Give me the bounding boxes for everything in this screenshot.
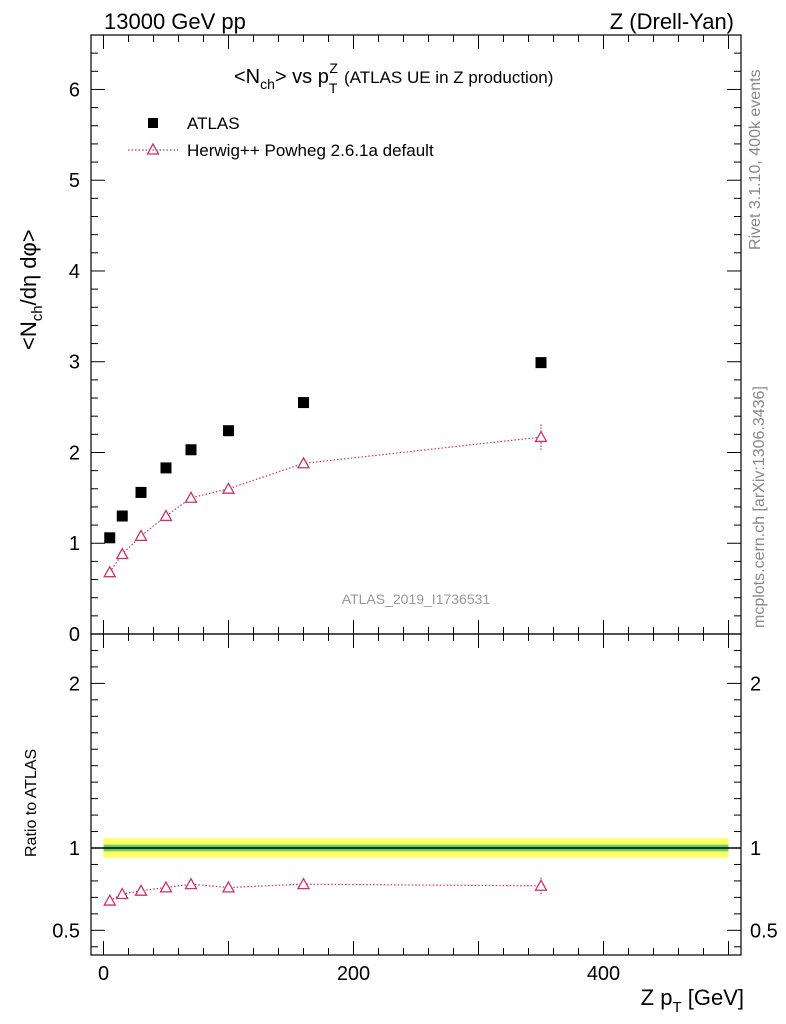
mc-point	[134, 529, 148, 542]
ratio-mc-point	[159, 880, 173, 893]
atlas-point	[116, 510, 128, 522]
ratio-mc-point	[134, 883, 148, 896]
main-y-tick-label: 6	[69, 79, 80, 101]
ratio-y-tick-label-right: 2	[750, 673, 761, 695]
x-tick-label: 200	[337, 963, 370, 985]
main-y-tick-label: 4	[69, 261, 80, 283]
ratio-y-tick-label: 2	[69, 673, 80, 695]
atlas-point	[135, 486, 147, 498]
ratio-mc-point	[184, 877, 198, 890]
mc-point	[296, 456, 311, 469]
mc-point	[534, 430, 548, 443]
source-label: mcplots.cern.ch [arXiv:1306.3436]	[751, 386, 768, 628]
ratio-y-tick-label-right: 1	[750, 838, 761, 860]
legend-label-atlas: ATLAS	[187, 114, 240, 133]
legend-label-mc: Herwig++ Powheg 2.6.1a default	[187, 141, 434, 160]
legend-marker-atlas	[148, 118, 158, 128]
analysis-id: ATLAS_2019_I1736531	[342, 591, 491, 607]
mc-point	[184, 491, 198, 503]
ratio-mc-point	[534, 879, 548, 891]
mc-point	[221, 481, 236, 494]
x-tick-label: 0	[98, 963, 109, 985]
main-y-tick-label: 1	[69, 533, 80, 555]
x-tick-label: 400	[587, 963, 620, 985]
ratio-y-tick-label-right: 0.5	[750, 920, 778, 942]
atlas-point	[535, 357, 547, 369]
atlas-point	[160, 462, 172, 474]
plot-title: <Nch> vs pTZ (ATLAS UE in Z production)	[234, 60, 553, 96]
x-axis-label: Z pT [GeV]	[641, 985, 744, 1016]
ratio-mc-point	[115, 887, 129, 900]
ratio-mc-line	[109, 883, 542, 902]
atlas-point	[223, 425, 234, 437]
legend-marker-mc	[146, 142, 160, 155]
mc-point	[103, 565, 117, 578]
ratio-y-tick-label: 0.5	[52, 920, 80, 942]
ratio-ylabel: Ratio to ATLAS	[23, 749, 40, 857]
ratio-frame	[90, 633, 742, 956]
main-panel: 0 1 2 3 4 5 6	[69, 34, 742, 646]
ratio-mc-point	[221, 880, 236, 893]
mc-point	[115, 547, 129, 560]
header-right: Z (Drell-Yan)	[610, 9, 734, 34]
main-ylabel: <Nch/dη dφ>	[16, 229, 46, 350]
header-left: 13000 GeV pp	[104, 9, 246, 34]
atlas-point	[298, 397, 309, 409]
main-y-tick-label: 0	[69, 624, 80, 646]
ratio-mc-point	[296, 877, 311, 890]
ratio-panel: 0 200 400 0.5 0.5 1 1 2 2	[52, 633, 778, 985]
main-y-tick-label: 2	[69, 442, 80, 464]
main-y-tick-label: 5	[69, 170, 80, 192]
ratio-y-tick-label: 1	[69, 838, 80, 860]
atlas-point	[104, 532, 116, 544]
ratio-mc-point	[103, 893, 117, 906]
atlas-point	[185, 444, 197, 456]
rivet-label: Rivet 3.1.10, 400k events	[747, 69, 764, 250]
legend: ATLAS Herwig++ Powheg 2.6.1a default	[128, 114, 434, 160]
main-y-tick-label: 3	[69, 352, 80, 374]
mc-line	[109, 436, 542, 573]
mc-point	[159, 509, 173, 522]
